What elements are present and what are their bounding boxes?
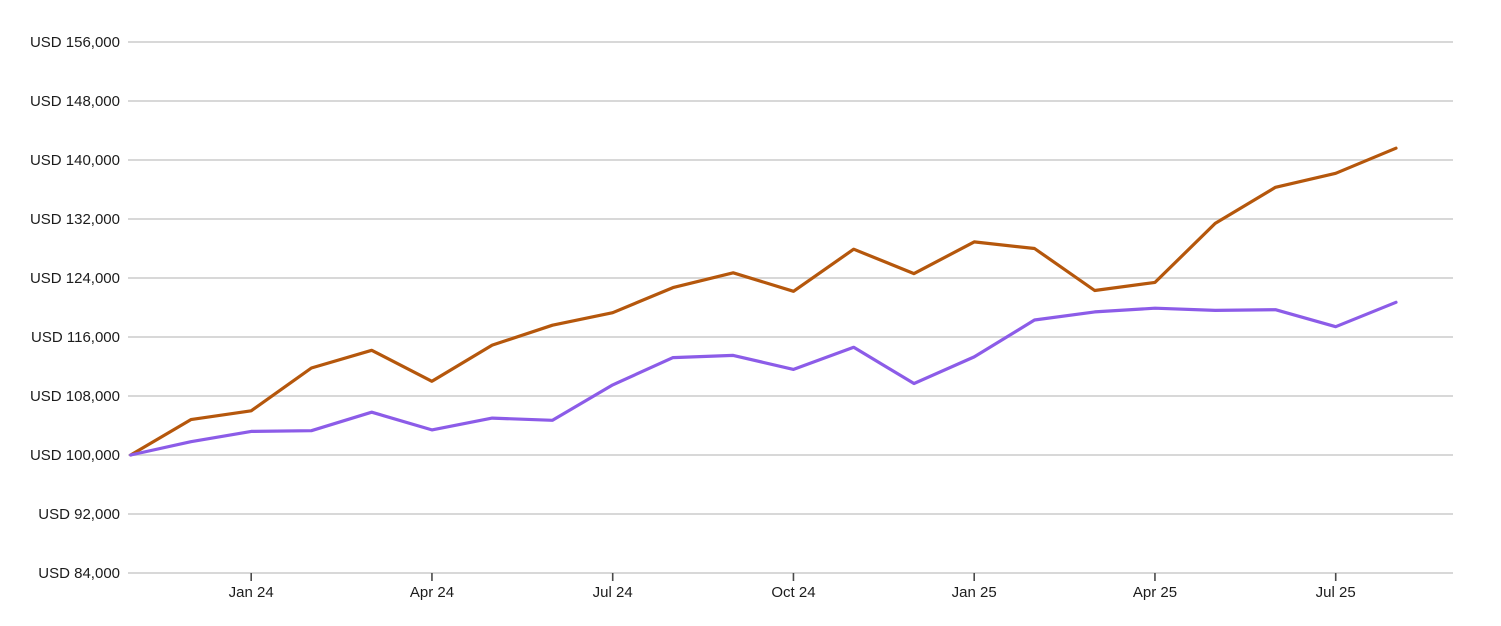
- gridlines-group: [128, 41, 1453, 574]
- series-lines-group: [129, 146, 1398, 457]
- x-axis-label: Jan 25: [952, 584, 997, 601]
- y-axis-label: USD 92,000: [38, 506, 120, 523]
- y-axis-label: USD 148,000: [30, 93, 120, 110]
- x-axis-label: Jan 24: [229, 584, 274, 601]
- x-axis-labels-group: Jan 24 Apr 24 Jul 24 Oct 24 Jan 25 Apr 25 Jul …: [229, 584, 1356, 601]
- y-axis-label: USD 132,000: [30, 211, 120, 228]
- x-axis-label: Oct 24: [771, 584, 815, 601]
- y-axis-label: USD 100,000: [30, 447, 120, 464]
- y-axis-label: USD 116,000: [31, 329, 120, 346]
- y-axis-label: USD 140,000: [30, 152, 120, 169]
- y-axis-label: USD 108,000: [30, 388, 120, 405]
- x-axis-label: Apr 24: [410, 584, 454, 601]
- x-axis-label: Jul 25: [1316, 584, 1356, 601]
- x-axis-ticks-group: [250, 573, 1337, 581]
- x-axis-label: Jul 24: [593, 584, 633, 601]
- x-axis-label: Apr 25: [1133, 584, 1177, 601]
- y-axis-label: USD 84,000: [38, 565, 120, 582]
- y-axis-labels-group: USD 156,000 USD 148,000 USD 140,000 USD 132…: [30, 34, 120, 582]
- y-axis-label: USD 124,000: [30, 270, 120, 287]
- y-axis-label: USD 156,000: [30, 34, 120, 51]
- orange-series-line[interactable]: [129, 146, 1398, 457]
- purple-series-line[interactable]: [129, 300, 1398, 457]
